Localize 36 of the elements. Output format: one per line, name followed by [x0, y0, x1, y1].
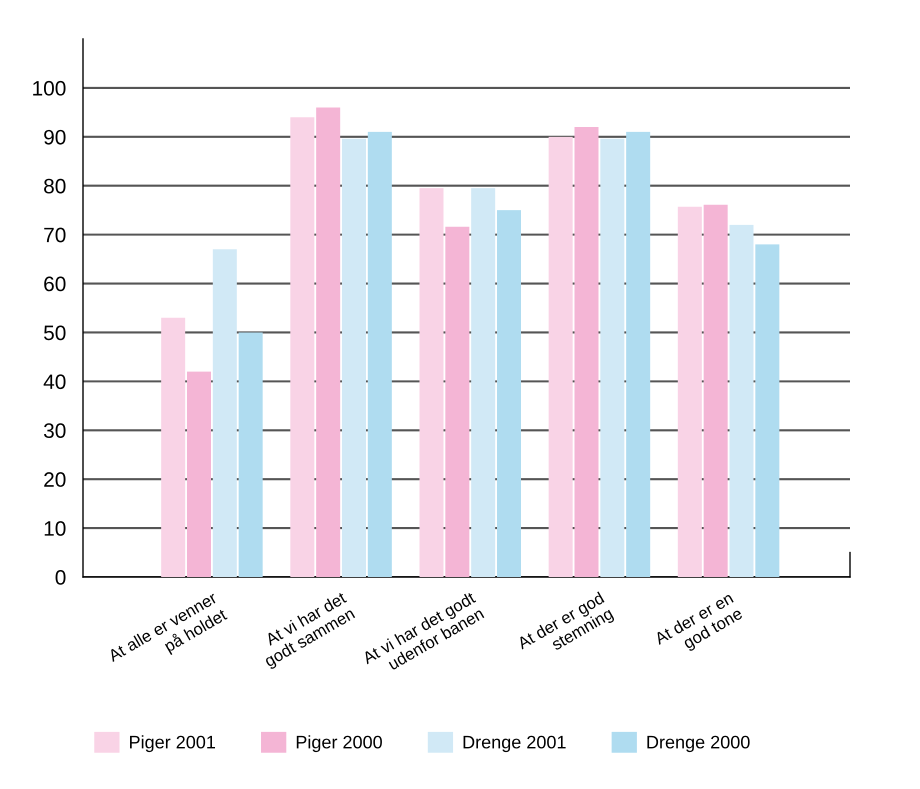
bar: [186, 372, 212, 577]
bar: [419, 188, 444, 577]
bar: [704, 204, 728, 577]
bar: [729, 224, 754, 577]
y-tick-label: 50: [44, 325, 66, 340]
y-tick-label: 40: [44, 374, 66, 390]
y-tick-label: 20: [44, 472, 66, 487]
y-tick-label: 30: [44, 423, 66, 438]
bar: [678, 206, 702, 577]
x-tick-label: At der er en god tone: [653, 591, 745, 652]
y-tick-label: 100: [33, 80, 66, 96]
bar: [212, 249, 237, 577]
y-tick-label: 70: [44, 228, 66, 242]
legend-label: Piger 2001: [130, 735, 216, 752]
bar: [496, 210, 522, 577]
legend-label: Piger 2000: [296, 735, 382, 752]
bar: [316, 107, 340, 577]
legend-label: Drenge 2000: [647, 736, 750, 752]
bar: [626, 132, 650, 577]
bar: [290, 117, 314, 577]
bar: [755, 244, 780, 577]
bar: [600, 138, 624, 577]
bar: [445, 226, 470, 577]
bar: [548, 136, 573, 577]
bar: [342, 138, 366, 577]
bar: [574, 127, 599, 577]
legend-label: Drenge 2001: [464, 736, 566, 752]
bar: [368, 132, 392, 577]
y-tick-label: 60: [44, 276, 66, 292]
bar: [161, 318, 186, 577]
y-tick-label: 90: [44, 130, 66, 145]
y-tick-label: 80: [44, 178, 66, 194]
bar: [238, 332, 263, 577]
bar: [471, 188, 496, 577]
y-tick-label: 10: [44, 521, 66, 536]
y-tick-label: 0: [56, 570, 66, 585]
